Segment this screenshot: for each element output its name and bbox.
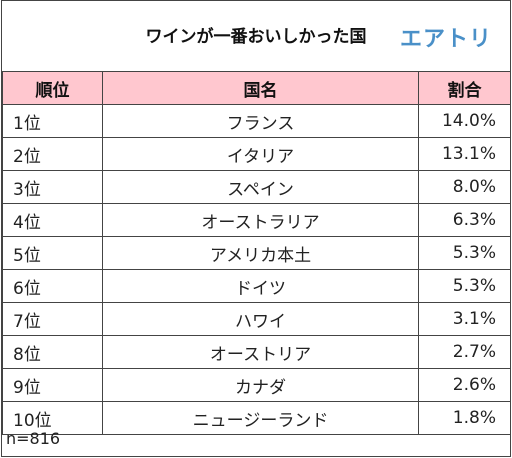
sample-size-note: n=816: [6, 429, 61, 448]
rank-cell: 9位: [2, 368, 103, 402]
share-cell: 14.0%: [418, 104, 511, 138]
table-row: 2位 イタリア 13.1%: [2, 137, 511, 171]
table-row: 1位 フランス 14.0%: [2, 104, 511, 138]
table-row: 3位 スペイン 8.0%: [2, 170, 511, 204]
rank-cell: 4位: [2, 203, 103, 237]
share-cell: 6.3%: [418, 203, 511, 237]
table-row: 10位 ニュージーランド 1.8%: [2, 401, 511, 435]
table-row: 6位 ドイツ 5.3%: [2, 269, 511, 303]
column-header-rank: 順位: [2, 71, 103, 105]
share-cell: 8.0%: [418, 170, 511, 204]
share-cell: 13.1%: [418, 137, 511, 171]
share-cell: 1.8%: [418, 401, 511, 435]
rank-cell: 7位: [2, 302, 103, 336]
column-header-country: 国名: [102, 71, 419, 105]
share-cell: 2.7%: [418, 335, 511, 369]
country-cell: ハワイ: [102, 302, 419, 336]
table-row: 7位 ハワイ 3.1%: [2, 302, 511, 336]
country-cell: カナダ: [102, 368, 419, 402]
rank-cell: 2位: [2, 137, 103, 171]
table-row: 4位 オーストラリア 6.3%: [2, 203, 511, 237]
share-cell: 3.1%: [418, 302, 511, 336]
rank-cell: 8位: [2, 335, 103, 369]
country-cell: アメリカ本土: [102, 236, 419, 270]
country-cell: スペイン: [102, 170, 419, 204]
rank-cell: 6位: [2, 269, 103, 303]
chart-header: ワインが一番おいしかった国 エアトリ: [2, 1, 510, 71]
country-cell: ドイツ: [102, 269, 419, 303]
column-header-share: 割合: [418, 71, 511, 105]
country-cell: フランス: [102, 104, 419, 138]
share-cell: 5.3%: [418, 269, 511, 303]
table-row: 5位 アメリカ本土 5.3%: [2, 236, 511, 270]
country-cell: オーストリア: [102, 335, 419, 369]
share-cell: 5.3%: [418, 236, 511, 270]
rank-cell: 3位: [2, 170, 103, 204]
rank-cell: 1位: [2, 104, 103, 138]
table-header-row: 順位 国名 割合: [2, 71, 511, 105]
rank-cell: 10位: [2, 401, 103, 435]
rank-cell: 5位: [2, 236, 103, 270]
country-cell: イタリア: [102, 137, 419, 171]
table-row: 8位 オーストリア 2.7%: [2, 335, 511, 369]
country-cell: オーストラリア: [102, 203, 419, 237]
chart-title: ワインが一番おいしかった国: [145, 27, 367, 47]
share-cell: 2.6%: [418, 368, 511, 402]
airtrip-logo: エアトリ: [399, 27, 492, 52]
country-cell: ニュージーランド: [102, 401, 419, 435]
table-body: 1位 フランス 14.0% 2位 イタリア 13.1% 3位 スペイン 8.0% 4位 オーストラリ…: [2, 104, 511, 435]
table-row: 9位 カナダ 2.6%: [2, 368, 511, 402]
ranking-table: 順位 国名 割合 1位 フランス 14.0% 2位 イタリア 13.1% 3位 スペイン 8.0…: [2, 71, 511, 435]
